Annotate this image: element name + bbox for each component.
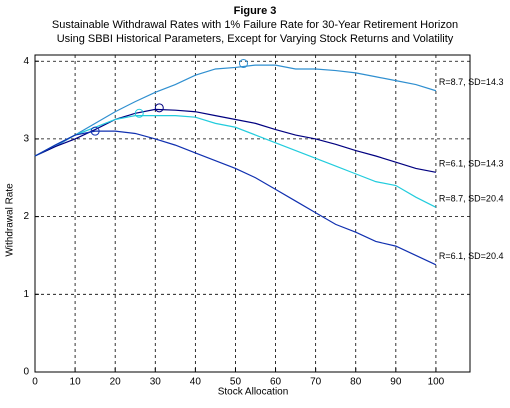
plot-frame xyxy=(34,54,471,373)
peak-marker xyxy=(154,103,164,113)
chart-subtitle: Sustainable Withdrawal Rates with 1% Fai… xyxy=(52,19,458,31)
chart-title: Figure 3 xyxy=(234,5,277,17)
x-tick-label: 0 xyxy=(32,377,38,388)
x-tick-label: 10 xyxy=(70,377,82,388)
y-tick-label: 2 xyxy=(23,211,29,222)
x-axis-label: Stock Allocation xyxy=(218,387,289,398)
x-tick-label: 40 xyxy=(190,377,202,388)
y-axis-label: Withdrawal Rate xyxy=(5,183,16,257)
plot-area xyxy=(35,55,470,372)
x-tick-label: 20 xyxy=(110,377,122,388)
peak-marker xyxy=(134,108,144,118)
x-tick-label: 90 xyxy=(390,377,402,388)
line xyxy=(34,108,437,173)
y-tick-label: 4 xyxy=(23,56,29,67)
series-label: R=6.1, SD=14.3 xyxy=(439,159,504,169)
chart-subtitle: Using SBBI Historical Parameters, Except… xyxy=(57,33,454,45)
y-tick-label: 0 xyxy=(23,367,29,378)
peak-marker xyxy=(238,59,248,69)
y-tick-label: 3 xyxy=(23,134,29,145)
line xyxy=(34,115,437,208)
x-tick-label: 30 xyxy=(150,377,162,388)
peak-marker xyxy=(90,126,100,136)
x-tick-label: 80 xyxy=(350,377,362,388)
line xyxy=(34,130,437,266)
x-tick-label: 100 xyxy=(428,377,445,388)
x-tick-label: 50 xyxy=(230,377,242,388)
line xyxy=(34,64,437,157)
series-label: R=8.7, SD=20.4 xyxy=(439,194,504,204)
series-label: R=8.7, SD=14.3 xyxy=(439,77,504,87)
x-tick-label: 70 xyxy=(310,377,322,388)
x-tick-label: 60 xyxy=(270,377,282,388)
series-label: R=6.1, SD=20.4 xyxy=(439,251,504,261)
y-tick-label: 1 xyxy=(23,289,29,300)
